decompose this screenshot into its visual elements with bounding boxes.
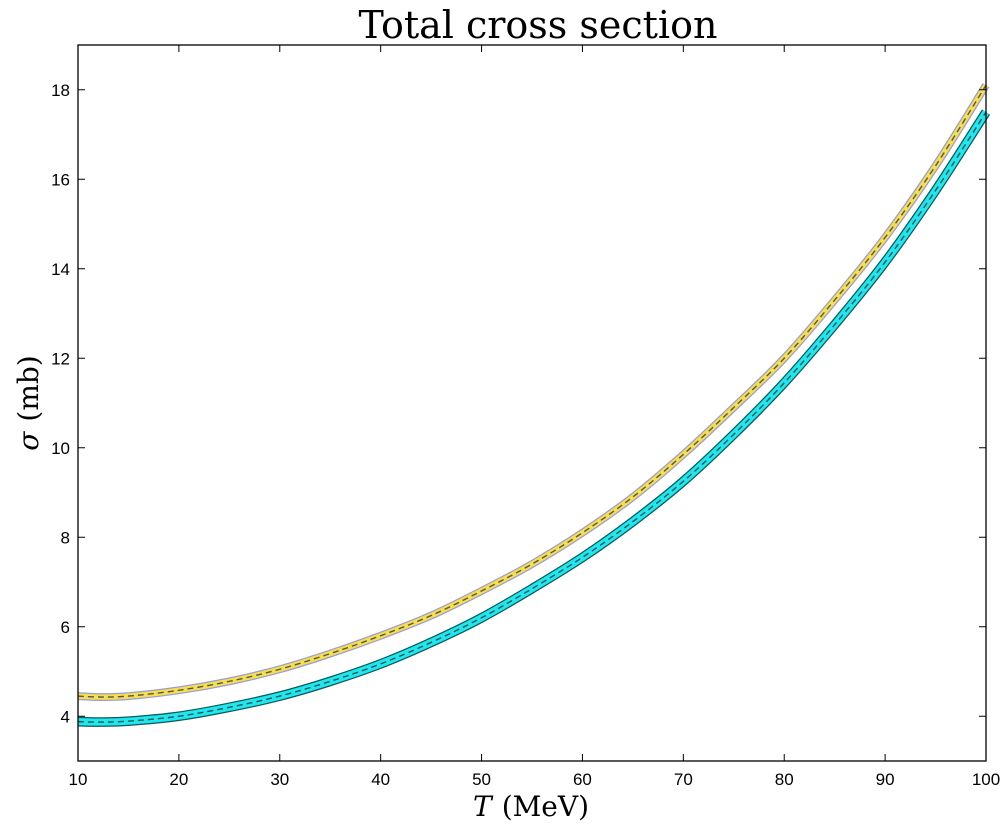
series-1-band [77,83,989,700]
x-axis-variable: T [473,790,494,823]
series-1-center-line [77,84,987,698]
y-tick-label: 4 [61,707,70,726]
plot-frame [77,44,987,762]
x-tick-label: 90 [876,770,895,789]
chart-title: Total cross section [359,3,718,47]
y-tick-label: 8 [61,528,70,547]
y-tick-label: 10 [51,439,70,458]
x-tick-label: 80 [775,770,794,789]
x-tick-label: 20 [169,770,188,789]
x-tick-label: 50 [472,770,491,789]
y-axis-variable: σ [12,431,45,451]
x-tick-label: 40 [371,770,390,789]
series-layer [77,83,991,727]
x-axis-unit: (MeV) [502,790,589,823]
ticks-layer: 10 20 30 40 50 60 70 80 90 100 4 6 8 10 12 14 16 18 [51,45,1000,789]
y-tick-label: 6 [61,618,70,637]
y-axis-label: σ (mb) [12,355,45,450]
series-2 [77,109,991,727]
y-tick-label: 14 [51,260,70,279]
series-2-band-edge [77,109,991,727]
series-1 [77,83,990,701]
x-tick-label: 30 [270,770,289,789]
y-tick-label: 18 [51,81,70,100]
x-tick-label: 60 [573,770,592,789]
series-2-band [77,110,990,726]
series-1-band-edge [77,83,990,701]
x-tick-label: 70 [674,770,693,789]
x-tick-label: 10 [69,770,88,789]
series-2-center-line [77,111,987,723]
y-tick-label: 16 [51,170,70,189]
y-tick-label: 12 [51,349,70,368]
y-axis-unit: (mb) [12,355,45,421]
x-tick-label: 100 [972,770,1000,789]
x-axis-label: T (MeV) [473,790,589,823]
